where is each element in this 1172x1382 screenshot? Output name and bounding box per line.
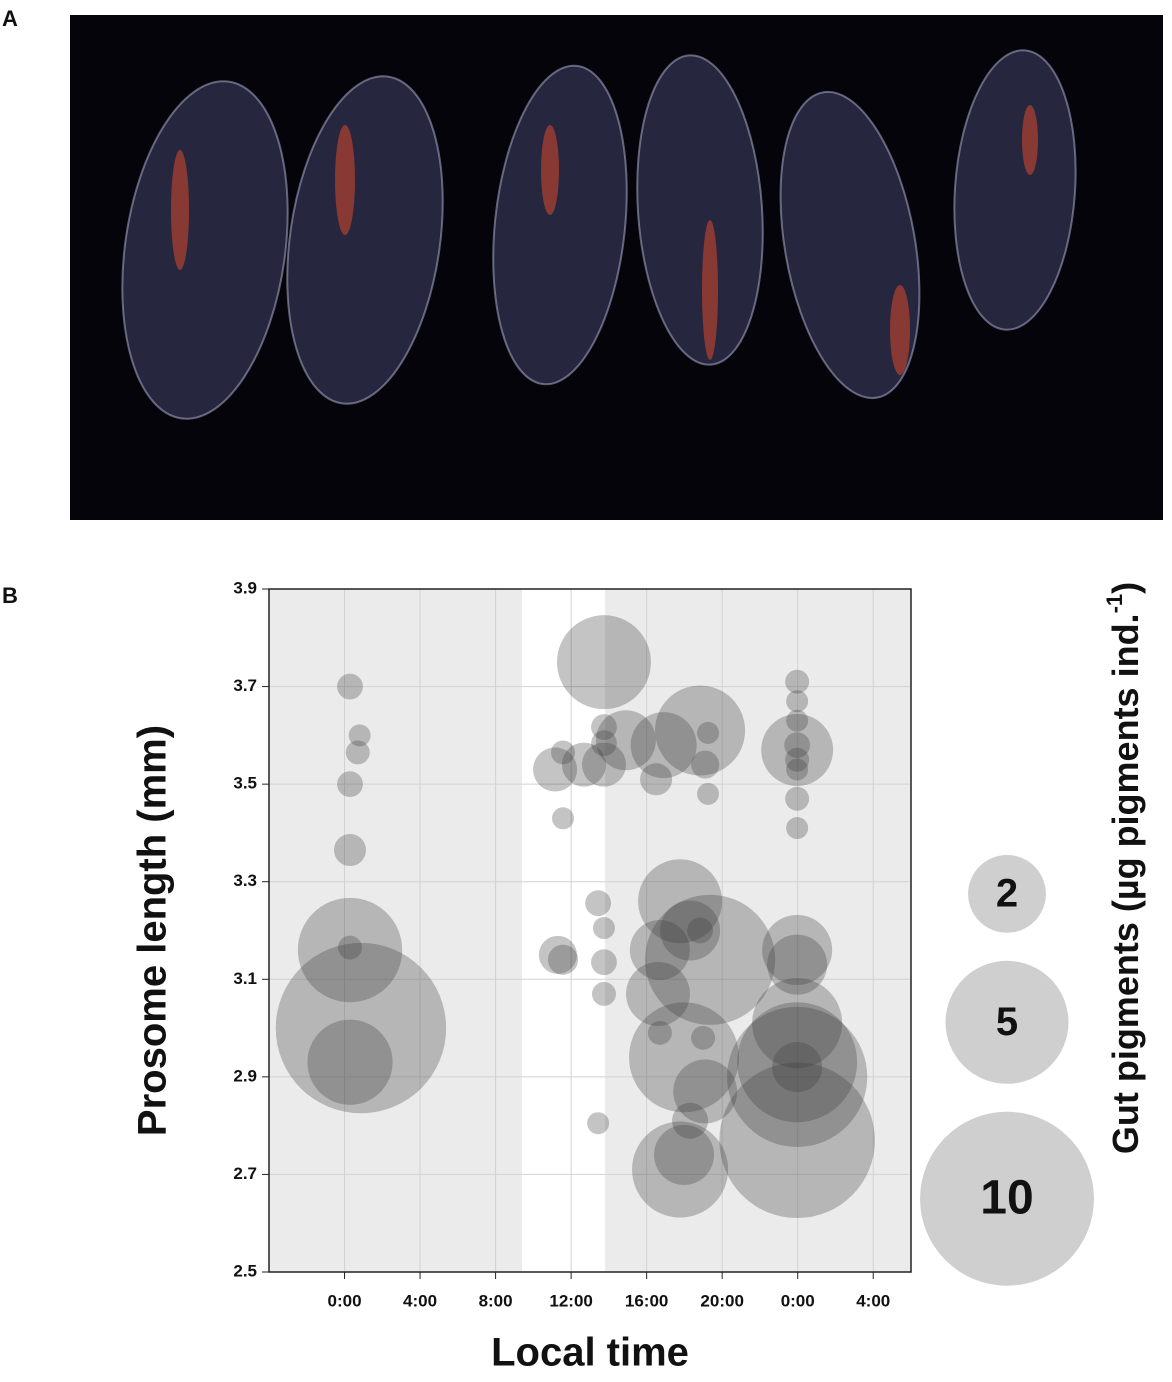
bubble <box>697 782 720 805</box>
bubble <box>591 981 616 1006</box>
bubble <box>672 1102 709 1139</box>
x-tick-label: 0:00 <box>328 1291 362 1310</box>
bubble <box>785 747 810 772</box>
bubble <box>719 1062 875 1219</box>
y-tick-label: 3.1 <box>233 969 257 988</box>
x-tick-label: 4:00 <box>856 1291 890 1310</box>
bubble <box>587 1112 610 1135</box>
bubble <box>737 1002 858 1123</box>
x-tick-label: 4:00 <box>403 1291 437 1310</box>
bubble <box>786 817 809 840</box>
night-shading <box>605 589 911 1272</box>
bubble <box>697 721 720 744</box>
bubble <box>591 730 617 757</box>
bubble <box>632 1121 729 1218</box>
panel-label: B <box>2 583 18 608</box>
bubble <box>638 859 723 944</box>
bubble <box>727 1006 868 1147</box>
size-legend-label: 10 <box>980 1171 1033 1224</box>
bubble <box>275 942 447 1114</box>
y-tick-label: 3.9 <box>233 578 257 597</box>
bubble <box>592 917 615 940</box>
bubble <box>655 685 746 776</box>
size-legend-bubble <box>968 855 1046 933</box>
size-axis-title-sup: -1 <box>1102 594 1127 614</box>
y-tick-label: 3.7 <box>233 676 257 695</box>
bubble <box>556 615 651 710</box>
x-tick-label: 20:00 <box>700 1291 743 1310</box>
x-tick-label: 12:00 <box>549 1291 592 1310</box>
bubble <box>551 740 575 765</box>
bubble <box>691 1025 716 1050</box>
bubble <box>752 978 843 1069</box>
bubble <box>784 732 811 759</box>
x-tick-label: 8:00 <box>479 1291 513 1310</box>
bubble <box>772 1042 823 1093</box>
bubble <box>687 917 713 944</box>
y-tick-label: 3.5 <box>233 774 257 793</box>
size-legend-label: 2 <box>996 871 1018 915</box>
bubble <box>673 1059 738 1124</box>
size-legend-bubble <box>945 960 1069 1084</box>
y-tick-label: 2.9 <box>233 1066 257 1085</box>
size-legend-bubble <box>920 1111 1094 1286</box>
bubble <box>297 897 403 1003</box>
size-axis-title-end: ) <box>1105 582 1146 594</box>
y-tick-label: 3.3 <box>233 871 257 890</box>
bubble <box>630 712 697 779</box>
bubble <box>547 944 579 975</box>
bubble <box>533 747 578 792</box>
bubble <box>585 890 612 917</box>
bubble <box>761 714 834 786</box>
y-tick-label: 2.7 <box>233 1164 257 1183</box>
bubble <box>538 935 577 974</box>
bubble <box>561 742 606 787</box>
bubble <box>767 934 828 995</box>
bubble <box>640 763 673 796</box>
bubble <box>581 742 626 787</box>
panel-label: A <box>2 6 18 31</box>
y-tick-label: 2.5 <box>233 1261 257 1280</box>
photo <box>70 15 1163 520</box>
x-axis-title: Local time <box>491 1331 689 1375</box>
bubble <box>345 740 370 765</box>
bubble <box>691 750 720 779</box>
size-legend-label: 5 <box>996 1000 1018 1044</box>
bubble <box>337 673 363 700</box>
bubble <box>551 807 574 830</box>
bubble <box>647 1020 672 1045</box>
size-axis-title: Gut pigments (µg pigments ind.-1) <box>1102 582 1146 1154</box>
bubble <box>786 709 809 732</box>
bubble <box>786 758 809 781</box>
bubble <box>785 786 810 811</box>
bubble <box>333 833 367 867</box>
bubble <box>337 771 363 798</box>
bubble <box>626 961 690 1026</box>
bubble <box>785 669 810 694</box>
bubble <box>654 1124 715 1185</box>
bubble <box>762 915 833 986</box>
bubble <box>595 710 656 771</box>
night-shading <box>269 589 523 1272</box>
bubble <box>645 894 776 1025</box>
plot-frame <box>268 588 912 1273</box>
bubble <box>591 714 617 740</box>
bubble <box>660 900 721 961</box>
bubble <box>786 690 809 713</box>
bubble <box>348 724 371 747</box>
bubble <box>338 935 362 960</box>
size-axis-title-main: Gut pigments (µg pigments ind. <box>1105 613 1146 1154</box>
bubble <box>629 920 690 981</box>
x-tick-label: 16:00 <box>625 1291 668 1310</box>
bubble <box>307 1019 393 1105</box>
bubble <box>591 949 617 976</box>
x-tick-label: 0:00 <box>781 1291 815 1310</box>
bubble <box>629 1002 740 1113</box>
y-axis-title: Prosome length (mm) <box>131 725 175 1136</box>
